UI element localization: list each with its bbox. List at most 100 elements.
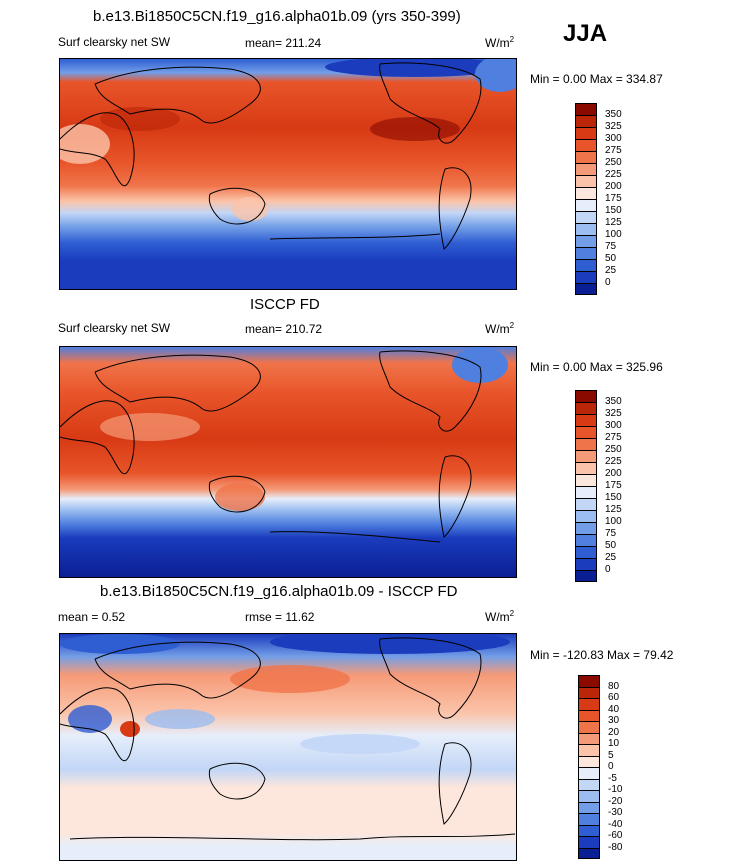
colorbar-label: 75 xyxy=(605,528,617,539)
colorbar-swatch xyxy=(578,709,600,721)
colorbar-swatch xyxy=(575,223,597,235)
colorbar-swatch xyxy=(575,283,597,295)
colorbar-swatch xyxy=(578,721,600,733)
colorbar-swatch xyxy=(575,402,597,414)
colorbar-label: 0 xyxy=(608,761,614,772)
colorbar-label: 300 xyxy=(605,133,622,144)
colorbar-label: 125 xyxy=(605,504,622,515)
colorbar-label: 350 xyxy=(605,109,622,120)
panel-3-units: W/m2 xyxy=(485,609,515,624)
colorbar-swatch xyxy=(578,836,600,848)
colorbar-swatch xyxy=(575,450,597,462)
panel-2-title: ISCCP FD xyxy=(250,296,320,313)
colorbar-label: 75 xyxy=(605,241,617,252)
colorbar-swatch xyxy=(575,199,597,211)
panel-3-title: b.e13.Bi1850C5CN.f19_g16.alpha01b.09 - I… xyxy=(100,583,458,600)
colorbar-label: 175 xyxy=(605,480,622,491)
colorbar-swatch xyxy=(575,522,597,534)
colorbar-label: 40 xyxy=(608,703,620,715)
colorbar-swatch xyxy=(575,259,597,271)
colorbar-label: -80 xyxy=(608,841,623,853)
colorbar-swatch xyxy=(575,115,597,127)
colorbar-label: 325 xyxy=(605,121,622,132)
colorbar-swatch xyxy=(575,486,597,498)
colorbar-label: 5 xyxy=(608,749,614,761)
colorbar-label: -10 xyxy=(608,784,623,795)
colorbar-label: 50 xyxy=(605,253,617,264)
colorbar-swatch xyxy=(578,801,600,813)
panel-2-map xyxy=(59,346,517,578)
colorbar-label: 300 xyxy=(605,420,622,431)
colorbar-label: 175 xyxy=(605,193,622,204)
colorbar-swatch xyxy=(575,235,597,247)
colorbar-label: 325 xyxy=(605,408,622,419)
colorbar-label: 275 xyxy=(605,145,622,156)
colorbar-swatch xyxy=(575,271,597,283)
colorbar-label: 250 xyxy=(605,444,622,455)
panel-2-variable-label: Surf clearsky net SW xyxy=(58,321,171,335)
panel-1-units: W/m2 xyxy=(485,35,515,50)
colorbar-swatch xyxy=(575,127,597,139)
panel-1-variable-label: Surf clearsky net SW xyxy=(58,35,171,49)
panel-2-minmax: Min = 0.00 Max = 325.96 xyxy=(530,360,663,374)
colorbar-label: 50 xyxy=(605,540,617,551)
colorbar-swatch xyxy=(575,211,597,223)
colorbar-label: 225 xyxy=(605,169,622,180)
panel-3-rmse-label: rmse = 11.62 xyxy=(245,610,315,624)
colorbar-label: 250 xyxy=(605,157,622,168)
panel-3-mean-label: mean = 0.52 xyxy=(58,610,126,624)
colorbar-label: 25 xyxy=(605,552,617,563)
colorbar-label: 350 xyxy=(605,396,622,407)
colorbar-swatch xyxy=(575,462,597,474)
colorbar-swatch xyxy=(575,175,597,187)
colorbar-swatch xyxy=(578,790,600,802)
panel-2-units: W/m2 xyxy=(485,321,515,336)
season-label: JJA xyxy=(563,20,608,47)
colorbar-swatch xyxy=(575,390,597,402)
colorbar-swatch xyxy=(578,813,600,825)
colorbar-swatch xyxy=(575,558,597,570)
colorbar-label: 200 xyxy=(605,181,622,192)
colorbar-swatch xyxy=(578,732,600,744)
colorbar-label: 125 xyxy=(605,217,622,228)
colorbar-swatch xyxy=(575,534,597,546)
colorbar-swatch xyxy=(578,767,600,779)
colorbar-swatch xyxy=(575,498,597,510)
colorbar-swatch xyxy=(578,824,600,836)
colorbar-swatch xyxy=(575,426,597,438)
colorbar-label: -5 xyxy=(608,772,617,784)
colorbar-label: 25 xyxy=(605,265,617,276)
colorbar-swatch xyxy=(578,778,600,790)
colorbar-swatch xyxy=(575,570,597,582)
colorbar-label: 30 xyxy=(608,715,620,726)
panel-3-minmax: Min = -120.83 Max = 79.42 xyxy=(530,648,674,662)
colorbar-label: 10 xyxy=(608,738,620,749)
colorbar-swatch xyxy=(575,474,597,486)
colorbar-swatch xyxy=(575,187,597,199)
colorbar-label: 150 xyxy=(605,205,622,216)
colorbar-label: 0 xyxy=(605,564,611,575)
colorbar-swatch xyxy=(578,755,600,767)
colorbar-label: 150 xyxy=(605,492,622,503)
colorbar-swatch xyxy=(578,686,600,698)
colorbar-swatch xyxy=(575,546,597,558)
colorbar-swatch xyxy=(578,675,600,687)
panel-1-title: b.e13.Bi1850C5CN.f19_g16.alpha01b.09 (yr… xyxy=(93,8,461,25)
colorbar-swatch xyxy=(578,847,600,859)
colorbar-swatch xyxy=(575,438,597,450)
colorbar-swatch xyxy=(575,139,597,151)
panel-1-mean-label: mean= 211.24 xyxy=(245,36,322,50)
colorbar-swatch xyxy=(575,247,597,259)
panel-2-mean-label: mean= 210.72 xyxy=(245,322,323,336)
colorbar-label: 275 xyxy=(605,432,622,443)
panel-1-map xyxy=(59,58,517,290)
colorbar-swatch xyxy=(575,151,597,163)
colorbar-label: -30 xyxy=(608,807,623,818)
colorbar-label: 100 xyxy=(605,516,622,527)
colorbar-swatch xyxy=(578,744,600,756)
colorbar-swatch xyxy=(575,163,597,175)
colorbar-swatch xyxy=(575,103,597,115)
colorbar-label: 20 xyxy=(608,726,620,738)
colorbar-swatch xyxy=(575,414,597,426)
colorbar-label: 60 xyxy=(608,692,620,703)
